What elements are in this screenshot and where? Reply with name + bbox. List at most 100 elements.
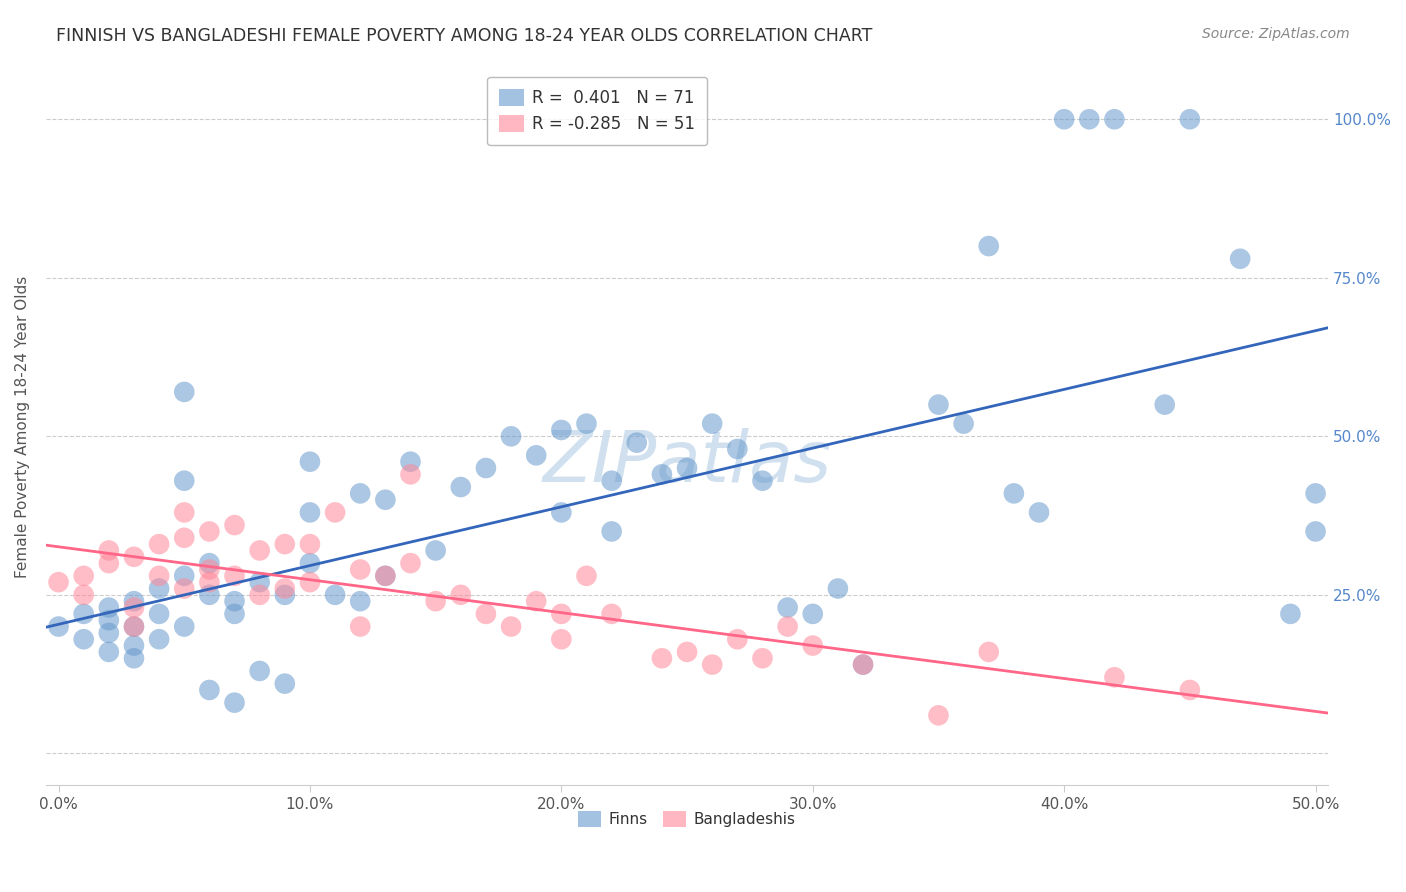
Finns	[450, 480, 472, 494]
Finns	[425, 543, 447, 558]
Finns	[122, 639, 145, 653]
Finns	[651, 467, 673, 482]
Finns	[122, 651, 145, 665]
Bangladeshis	[323, 505, 346, 519]
Text: FINNISH VS BANGLADESHI FEMALE POVERTY AMONG 18-24 YEAR OLDS CORRELATION CHART: FINNISH VS BANGLADESHI FEMALE POVERTY AM…	[56, 27, 873, 45]
Finns	[1153, 398, 1175, 412]
Finns	[1028, 505, 1050, 519]
Bangladeshis	[702, 657, 724, 672]
Finns	[374, 569, 396, 583]
Bangladeshis	[73, 569, 96, 583]
Bangladeshis	[751, 651, 773, 665]
Bangladeshis	[48, 575, 70, 590]
Finns	[801, 607, 824, 621]
Bangladeshis	[450, 588, 472, 602]
Bangladeshis	[600, 607, 623, 621]
Finns	[249, 664, 271, 678]
Finns	[751, 474, 773, 488]
Bangladeshis	[274, 537, 297, 551]
Bangladeshis	[198, 562, 221, 576]
Text: Source: ZipAtlas.com: Source: ZipAtlas.com	[1202, 27, 1350, 41]
Text: ZIPatlas: ZIPatlas	[543, 428, 831, 497]
Bangladeshis	[173, 531, 195, 545]
Bangladeshis	[173, 582, 195, 596]
Finns	[148, 607, 170, 621]
Finns	[702, 417, 724, 431]
Bangladeshis	[198, 575, 221, 590]
Bangladeshis	[73, 588, 96, 602]
Bangladeshis	[374, 569, 396, 583]
Finns	[499, 429, 522, 443]
Finns	[198, 588, 221, 602]
Finns	[1229, 252, 1251, 266]
Bangladeshis	[475, 607, 498, 621]
Bangladeshis	[249, 588, 271, 602]
Bangladeshis	[977, 645, 1000, 659]
Bangladeshis	[198, 524, 221, 539]
Bangladeshis	[274, 582, 297, 596]
Finns	[148, 582, 170, 596]
Finns	[1279, 607, 1302, 621]
Finns	[173, 384, 195, 399]
Bangladeshis	[148, 537, 170, 551]
Finns	[1305, 486, 1327, 500]
Bangladeshis	[173, 505, 195, 519]
Bangladeshis	[425, 594, 447, 608]
Finns	[73, 632, 96, 647]
Bangladeshis	[801, 639, 824, 653]
Finns	[374, 492, 396, 507]
Bangladeshis	[148, 569, 170, 583]
Finns	[852, 657, 875, 672]
Bangladeshis	[499, 619, 522, 633]
Finns	[122, 594, 145, 608]
Finns	[173, 619, 195, 633]
Bangladeshis	[1104, 670, 1126, 684]
Bangladeshis	[224, 518, 246, 533]
Bangladeshis	[676, 645, 699, 659]
Finns	[224, 594, 246, 608]
Finns	[349, 486, 371, 500]
Finns	[323, 588, 346, 602]
Finns	[550, 423, 572, 437]
Finns	[97, 626, 120, 640]
Bangladeshis	[224, 569, 246, 583]
Finns	[475, 461, 498, 475]
Bangladeshis	[399, 556, 422, 570]
Finns	[626, 435, 648, 450]
Bangladeshis	[852, 657, 875, 672]
Finns	[224, 696, 246, 710]
Finns	[1002, 486, 1025, 500]
Finns	[927, 398, 949, 412]
Finns	[827, 582, 849, 596]
Bangladeshis	[575, 569, 598, 583]
Bangladeshis	[524, 594, 547, 608]
Finns	[97, 613, 120, 627]
Finns	[97, 600, 120, 615]
Finns	[48, 619, 70, 633]
Finns	[1053, 112, 1076, 127]
Finns	[73, 607, 96, 621]
Finns	[198, 556, 221, 570]
Finns	[676, 461, 699, 475]
Bangladeshis	[97, 543, 120, 558]
Finns	[952, 417, 974, 431]
Finns	[575, 417, 598, 431]
Bangladeshis	[298, 537, 321, 551]
Finns	[97, 645, 120, 659]
Finns	[249, 575, 271, 590]
Finns	[173, 474, 195, 488]
Bangladeshis	[122, 619, 145, 633]
Bangladeshis	[550, 607, 572, 621]
Bangladeshis	[725, 632, 748, 647]
Finns	[298, 556, 321, 570]
Finns	[224, 607, 246, 621]
Bangladeshis	[349, 562, 371, 576]
Finns	[298, 505, 321, 519]
Bangladeshis	[122, 600, 145, 615]
Bangladeshis	[927, 708, 949, 723]
Bangladeshis	[776, 619, 799, 633]
Bangladeshis	[651, 651, 673, 665]
Finns	[977, 239, 1000, 253]
Bangladeshis	[349, 619, 371, 633]
Bangladeshis	[122, 549, 145, 564]
